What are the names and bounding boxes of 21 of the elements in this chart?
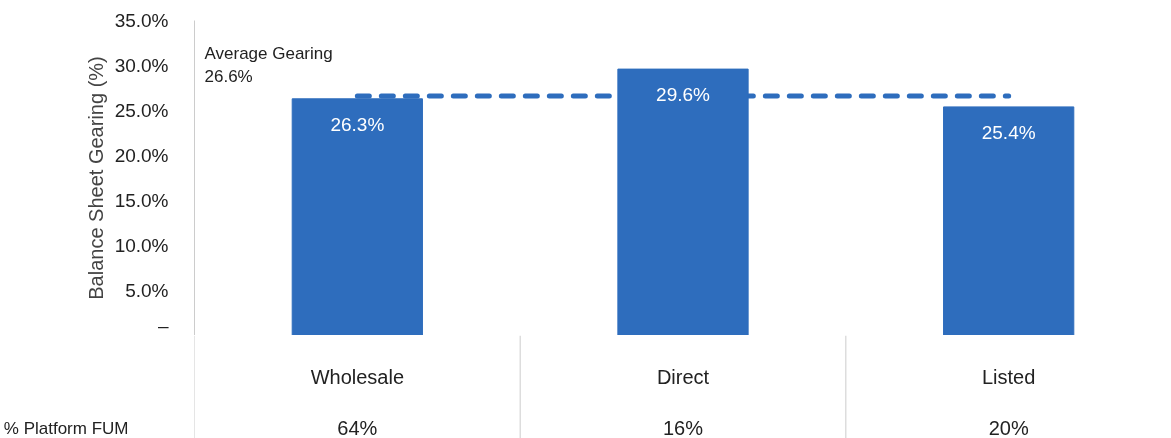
x-tick-label: Listed bbox=[981, 365, 1036, 388]
data-label: 25.4% bbox=[981, 121, 1036, 143]
y-tick-label: 20.0% bbox=[114, 145, 169, 166]
bar bbox=[943, 106, 1075, 335]
x-tick-label: Wholesale bbox=[310, 365, 405, 388]
x-tick-label: Direct bbox=[656, 365, 710, 388]
y-tick-label: 5.0% bbox=[125, 280, 169, 301]
text: 64% bbox=[337, 417, 378, 438]
ref-line-label: Average Gearing 26.6% bbox=[204, 44, 333, 87]
y-tick-label: – bbox=[157, 314, 169, 336]
y-axis-title: Balance Sheet Gearing (%) bbox=[84, 56, 107, 300]
y-tick-label: 25.0% bbox=[114, 100, 169, 121]
y-tick-label: 35.0% bbox=[114, 10, 169, 31]
y-tick-label: 10.0% bbox=[114, 235, 169, 256]
text: 16% bbox=[662, 417, 704, 438]
y-tick-label: 30.0% bbox=[114, 55, 169, 76]
data-label: 26.3% bbox=[330, 113, 385, 135]
text: 20% bbox=[988, 417, 1029, 438]
data-label: 29.6% bbox=[656, 84, 711, 106]
y-tick-label: 15.0% bbox=[114, 190, 169, 211]
text: % Platform FUM bbox=[3, 418, 129, 438]
